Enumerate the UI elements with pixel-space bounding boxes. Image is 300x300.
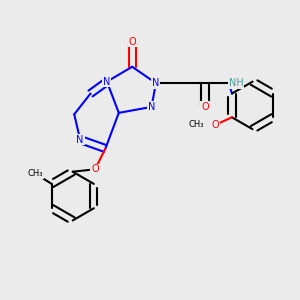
Text: O: O	[212, 120, 219, 130]
Text: N: N	[103, 76, 111, 87]
Text: N: N	[76, 135, 84, 145]
Text: O: O	[128, 37, 136, 46]
Text: O: O	[91, 164, 99, 174]
Text: CH₃: CH₃	[28, 169, 43, 178]
Text: N: N	[152, 78, 160, 88]
Text: CH₃: CH₃	[188, 120, 204, 129]
Text: O: O	[201, 102, 209, 112]
Text: N: N	[148, 102, 155, 112]
Text: NH: NH	[229, 78, 244, 88]
